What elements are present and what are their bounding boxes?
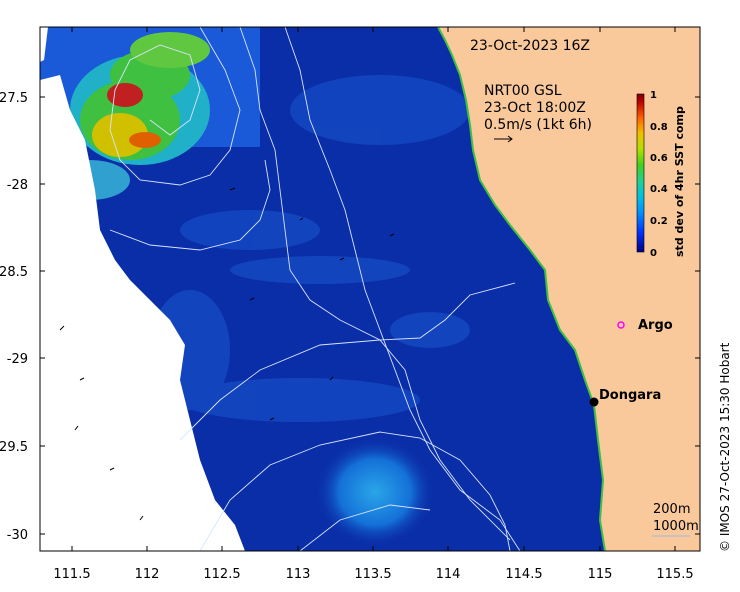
contour-legend-200m: 200m xyxy=(653,502,690,517)
x-tick-label: 113.5 xyxy=(354,567,391,582)
current-vectors xyxy=(59,187,395,521)
x-tick-label: 113 xyxy=(286,567,311,582)
x-tick-label: 115 xyxy=(588,567,613,582)
colorbar-tick: 1 xyxy=(650,90,657,101)
current-title: NRT00 GSL xyxy=(484,83,562,99)
x-tick-label: 112.5 xyxy=(203,567,240,582)
colorbar xyxy=(636,93,645,253)
y-tick-label: -28 xyxy=(7,178,28,193)
copyright-text: © IMOS 27-Oct-2023 15:30 Hobart xyxy=(718,342,732,552)
dongara-label: Dongara xyxy=(599,388,661,403)
current-scale-label: 0.5m/s (1kt 6h) xyxy=(484,117,592,133)
contour-lines xyxy=(109,27,521,551)
x-tick-label: 114 xyxy=(436,567,461,582)
contour-legend-1000m: 1000m xyxy=(653,519,699,534)
colorbar-tick: 0.6 xyxy=(650,153,668,164)
plot-frame xyxy=(39,26,701,552)
dongara-marker-icon xyxy=(589,397,599,407)
date-label: 23-Oct-2023 16Z xyxy=(470,38,590,54)
current-time: 23-Oct 18:00Z xyxy=(484,100,586,116)
x-tick-label: 111.5 xyxy=(53,567,90,582)
x-tick-label: 114.5 xyxy=(505,567,542,582)
y-tick-label: -30 xyxy=(7,528,28,543)
y-tick-label: -29.5 xyxy=(0,440,28,455)
argo-marker-icon xyxy=(617,321,625,329)
y-tick-label: -28.5 xyxy=(0,265,28,280)
colorbar-tick: 0.4 xyxy=(650,184,668,195)
colorbar-label: std dev of 4hr SST comp xyxy=(673,106,686,257)
argo-label: Argo xyxy=(638,318,673,333)
y-tick-label: -29 xyxy=(7,352,28,367)
current-scale-arrow xyxy=(494,135,513,143)
colorbar-tick: 0 xyxy=(650,248,657,259)
no-data-region xyxy=(40,75,245,551)
y-tick-label: -27.5 xyxy=(0,91,28,106)
colorbar-tick: 0.2 xyxy=(650,216,668,227)
land-area xyxy=(438,27,700,551)
eddy-feature xyxy=(315,437,435,547)
x-tick-label: 112 xyxy=(135,567,160,582)
x-tick-label: 115.5 xyxy=(656,567,693,582)
colorbar-tick: 0.8 xyxy=(650,122,668,133)
